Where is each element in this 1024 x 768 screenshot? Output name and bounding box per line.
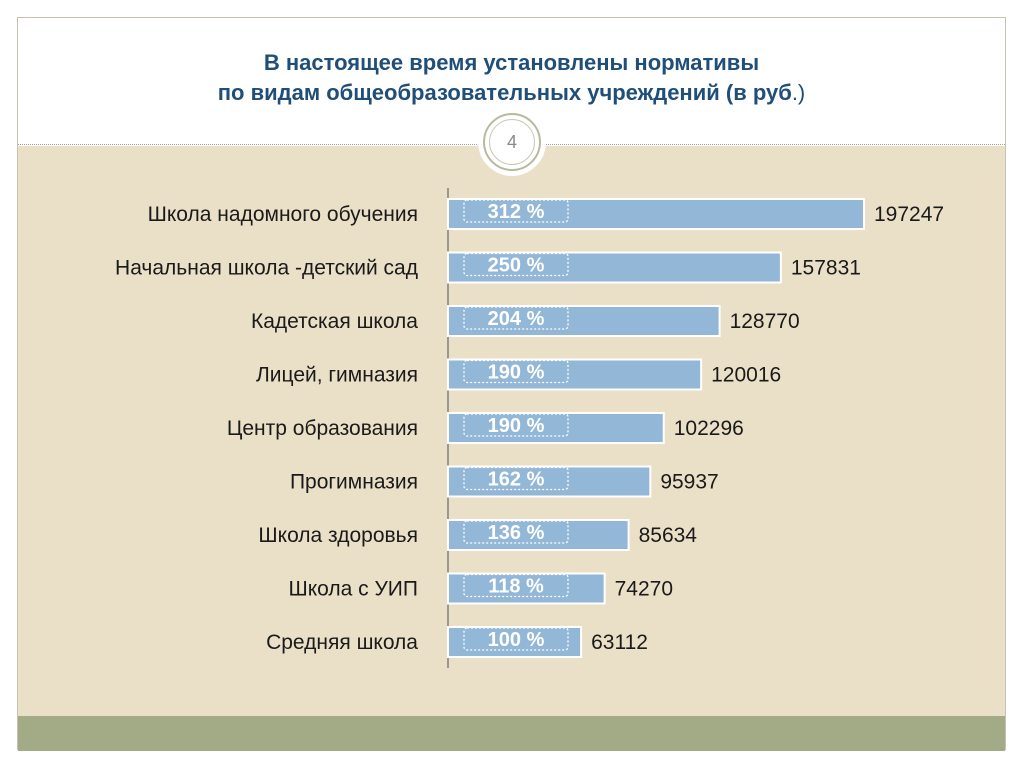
category-label: Школа надомного обучения <box>148 203 418 226</box>
category-label: Кадетская школа <box>251 310 418 333</box>
bar <box>447 412 665 444</box>
percent-label-box <box>463 573 569 598</box>
bar <box>447 626 583 658</box>
category-label: Средняя школа <box>266 631 418 654</box>
category-label: Школа с УИП <box>288 578 418 601</box>
percent-label-box <box>463 413 569 437</box>
bar <box>447 465 652 498</box>
percent-label: 100 % <box>488 629 545 651</box>
percent-label: 250 % <box>488 255 545 277</box>
value-label: 128770 <box>730 310 800 333</box>
title-line-2: по видам общеобразовательных учреждений … <box>18 78 1005 108</box>
footer-band <box>18 716 1005 751</box>
percent-label: 204 % <box>488 308 545 330</box>
percent-label: 136 % <box>488 522 545 544</box>
category-label: Прогимназия <box>290 471 418 494</box>
percent-label: 162 % <box>488 469 545 491</box>
percent-label: 190 % <box>488 415 545 437</box>
percent-label-box <box>463 359 569 384</box>
percent-label-box <box>463 627 569 651</box>
slide-number-ring <box>489 119 535 165</box>
value-label: 157831 <box>791 257 861 280</box>
bar <box>447 572 606 605</box>
value-label: 63112 <box>591 631 648 654</box>
bar <box>447 198 865 230</box>
percent-label-box <box>463 466 569 491</box>
bar <box>447 251 782 284</box>
title-line-1: В настоящее время установлены нормативы <box>263 50 760 75</box>
bar <box>447 305 721 337</box>
percent-label-box <box>463 306 569 330</box>
value-label: 95937 <box>660 471 718 494</box>
percent-label: 190 % <box>488 362 545 384</box>
category-label: Центр образования <box>227 417 418 440</box>
category-label: Школа здоровья <box>258 524 418 547</box>
title-line-2-text: по видам общеобразовательных учреждений … <box>217 80 792 105</box>
percent-label-box <box>463 520 569 544</box>
value-label: 74270 <box>615 578 673 601</box>
value-label: 102296 <box>674 417 744 440</box>
bar <box>447 519 630 551</box>
category-label: Начальная школа -детский сад <box>115 257 418 280</box>
value-label: 120016 <box>711 364 781 387</box>
category-label: Лицей, гимназия <box>256 364 418 387</box>
percent-label: 312 % <box>488 201 545 223</box>
percent-label-box <box>463 199 569 223</box>
page-title: В настоящее время установлены нормативы … <box>18 48 1005 108</box>
bar <box>447 358 703 391</box>
slide-number-badge: 4 <box>483 113 541 171</box>
percent-label: 118 % <box>488 576 544 598</box>
title-line-2-suffix: .) <box>791 80 806 105</box>
value-label: 197247 <box>874 203 944 226</box>
value-label: 85634 <box>639 524 698 547</box>
percent-label-box <box>463 252 569 277</box>
